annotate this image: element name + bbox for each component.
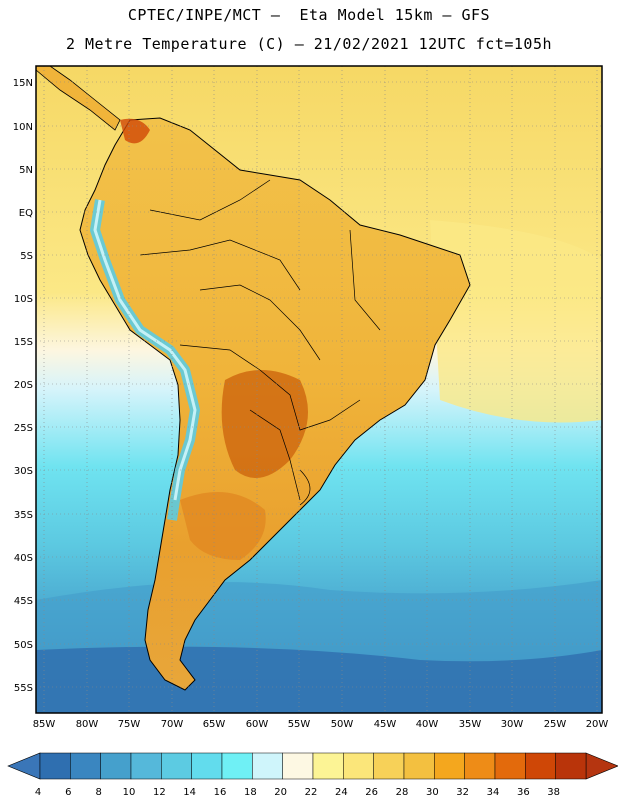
colorbar-tick-label: 6 — [65, 787, 71, 798]
north-hot-spot — [120, 118, 150, 144]
hot-core-region — [221, 370, 308, 478]
colorbar-swatch — [221, 752, 253, 780]
colorbar-swatch — [373, 752, 405, 780]
colorbar-swatch — [252, 752, 283, 780]
colorbar-swatch — [434, 752, 465, 780]
lon-label: 50W — [331, 719, 354, 730]
colorbar-tick-label: 16 — [214, 787, 227, 798]
colorbar-swatch — [343, 752, 374, 780]
colorbar-swatch — [464, 752, 496, 780]
map-frame — [35, 65, 603, 714]
colorbar-tick-label: 36 — [517, 787, 530, 798]
chart-title-line1: CPTEC/INPE/MCT – Eta Model 15km – GFS — [127, 6, 491, 24]
colorbar-tick-label: 20 — [274, 787, 287, 798]
lat-label: 45S — [14, 596, 33, 607]
lon-label: 80W — [76, 719, 99, 730]
lon-label: 65W — [203, 719, 226, 730]
colorbar-swatch — [282, 752, 314, 780]
lat-label: 15S — [14, 337, 33, 348]
lat-label: 35S — [14, 510, 33, 521]
lon-label: 20W — [586, 719, 609, 730]
chart-title-line2: 2 Metre Temperature (C) – 21/02/2021 12U… — [65, 35, 553, 53]
lon-label: 40W — [416, 719, 439, 730]
colorbar-swatch — [70, 752, 101, 780]
country-borders — [139, 179, 381, 506]
colorbar-tick-label: 14 — [183, 787, 196, 798]
colorbar-tick-label: 34 — [487, 787, 500, 798]
patagonia-warm-region — [180, 492, 266, 560]
lat-label: 40S — [14, 553, 33, 564]
lat-label: 55S — [14, 683, 33, 694]
latitude-axis: 15N 10N 5N EQ 5S 10S 15S 20S 25S 30S 35S… — [13, 78, 33, 694]
lat-label: 25S — [14, 423, 33, 434]
colorbar-swatch — [161, 752, 192, 780]
longitude-axis: 85W 80W 75W 70W 65W 60W 55W 50W 45W 40W … — [33, 719, 609, 730]
lat-label: EQ — [19, 208, 33, 219]
colorbar-tick-label: 12 — [153, 787, 166, 798]
map-area — [36, 66, 602, 713]
colorbar-tick-label: 22 — [305, 787, 318, 798]
lon-label: 75W — [118, 719, 141, 730]
lon-label: 30W — [501, 719, 524, 730]
colorbar-high-arrow — [585, 752, 618, 780]
lat-label: 50S — [14, 640, 33, 651]
atlantic-warm-region — [430, 220, 602, 423]
colorbar-swatch — [525, 752, 556, 780]
lon-label: 55W — [288, 719, 311, 730]
lon-label: 45W — [374, 719, 397, 730]
colorbar-tick-label: 18 — [244, 787, 257, 798]
lat-label: 30S — [14, 466, 33, 477]
lat-label: 10S — [14, 294, 33, 305]
lat-label: 5S — [20, 251, 33, 262]
colorbar-tick-label: 30 — [426, 787, 439, 798]
colorbar-tick-label: 26 — [365, 787, 378, 798]
lon-label: 60W — [246, 719, 269, 730]
lat-label: 20S — [14, 380, 33, 391]
colorbar-tick-label: 38 — [547, 787, 560, 798]
colorbar-swatch — [312, 752, 344, 780]
colorbar-tick-label: 32 — [456, 787, 469, 798]
colorbar-tick-label: 8 — [95, 787, 101, 798]
colorbar-tick-label: 10 — [123, 787, 136, 798]
colorbar-low-arrow — [7, 752, 41, 780]
colorbar-tick-label: 24 — [335, 787, 348, 798]
colorbar: 4 6 8 10 12 14 16 18 20 22 24 26 28 30 32 34 36 38 — [7, 752, 618, 798]
lon-label: 35W — [459, 719, 482, 730]
lon-label: 70W — [161, 719, 184, 730]
colorbar-tick-label: 28 — [396, 787, 409, 798]
lat-label: 10N — [13, 122, 33, 133]
colorbar-swatch — [130, 752, 162, 780]
colorbar-swatch — [100, 752, 132, 780]
lon-label: 25W — [544, 719, 567, 730]
lon-label: 85W — [33, 719, 56, 730]
colorbar-swatch — [191, 752, 223, 780]
colorbar-swatch — [39, 752, 71, 780]
lat-label: 15N — [13, 78, 33, 89]
colorbar-swatch — [494, 752, 526, 780]
colorbar-swatch — [555, 752, 587, 780]
colorbar-tick-label: 4 — [35, 787, 41, 798]
lat-label: 5N — [19, 165, 33, 176]
colorbar-swatch — [403, 752, 435, 780]
